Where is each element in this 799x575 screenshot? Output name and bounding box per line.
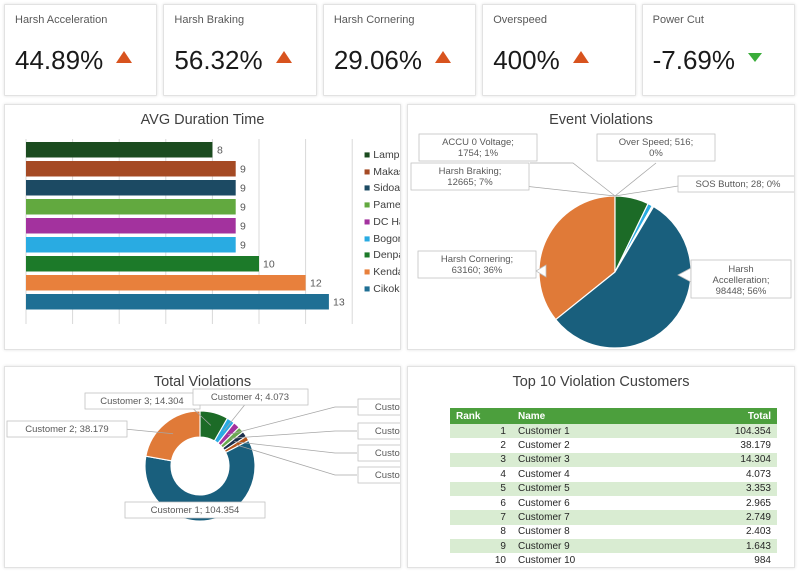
svg-text:12665; 7%: 12665; 7%	[447, 177, 493, 188]
svg-text:9: 9	[240, 202, 246, 214]
svg-text:1754; 1%: 1754; 1%	[458, 148, 499, 159]
svg-text:SOS Button; 28; 0%: SOS Button; 28; 0%	[695, 179, 781, 190]
svg-text:98448; 56%: 98448; 56%	[716, 286, 767, 297]
svg-text:Harsh Braking;: Harsh Braking;	[439, 166, 502, 177]
svg-text:10: 10	[263, 259, 275, 271]
svg-text:Customer 5; 3.353: Customer 5; 3.353	[375, 402, 401, 413]
svg-text:Customer 1; 104.354: Customer 1; 104.354	[151, 505, 240, 516]
svg-text:Over Speed; 516;: Over Speed; 516;	[619, 137, 693, 148]
svg-text:Accelleration;: Accelleration;	[712, 275, 769, 286]
svg-text:Customer 8; 2.403: Customer 8; 2.403	[375, 470, 401, 481]
svg-text:12: 12	[310, 278, 322, 290]
svg-text:9: 9	[240, 221, 246, 233]
svg-text:Harsh Cornering;: Harsh Cornering;	[441, 254, 513, 265]
svg-text:Customer 2; 38.179: Customer 2; 38.179	[25, 424, 108, 435]
svg-text:9: 9	[240, 164, 246, 176]
svg-text:9: 9	[240, 240, 246, 252]
svg-text:9: 9	[240, 183, 246, 195]
svg-text:Customer 6; 2.965: Customer 6; 2.965	[375, 426, 401, 437]
svg-text:Customer 4; 4.073: Customer 4; 4.073	[211, 392, 289, 403]
svg-text:0%: 0%	[649, 148, 663, 159]
svg-text:Harsh: Harsh	[728, 264, 753, 275]
svg-text:Customer 3; 14.304: Customer 3; 14.304	[100, 396, 183, 407]
svg-text:ACCU 0 Voltage;: ACCU 0 Voltage;	[442, 137, 514, 148]
svg-text:Customer 7; 2.749: Customer 7; 2.749	[375, 448, 401, 459]
svg-text:8: 8	[217, 145, 223, 157]
svg-text:63160; 36%: 63160; 36%	[452, 265, 503, 276]
svg-text:13: 13	[333, 297, 345, 309]
